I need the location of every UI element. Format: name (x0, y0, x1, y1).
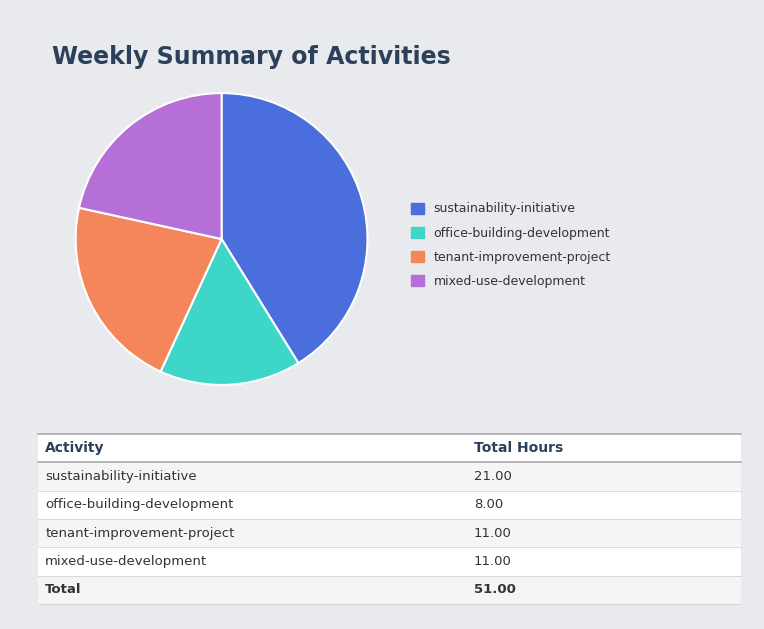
Wedge shape (79, 93, 222, 239)
Text: mixed-use-development: mixed-use-development (45, 555, 207, 568)
Text: 11.00: 11.00 (474, 526, 512, 540)
Bar (38, 462, 741, 491)
Text: Total: Total (45, 583, 82, 596)
Bar (38, 519, 741, 547)
Text: Total Hours: Total Hours (474, 441, 563, 455)
Legend: sustainability-initiative, office-building-development, tenant-improvement-proje: sustainability-initiative, office-buildi… (411, 203, 611, 288)
Text: Activity: Activity (45, 441, 105, 455)
Bar (38, 576, 741, 604)
Text: 11.00: 11.00 (474, 555, 512, 568)
Wedge shape (160, 239, 299, 385)
Bar (38, 491, 741, 519)
Text: 8.00: 8.00 (474, 498, 503, 511)
Text: tenant-improvement-project: tenant-improvement-project (45, 526, 235, 540)
Text: 51.00: 51.00 (474, 583, 516, 596)
Bar (38, 547, 741, 576)
Wedge shape (76, 208, 222, 372)
Bar (38, 434, 741, 462)
Text: sustainability-initiative: sustainability-initiative (45, 470, 197, 483)
Text: office-building-development: office-building-development (45, 498, 234, 511)
Text: Weekly Summary of Activities: Weekly Summary of Activities (52, 45, 451, 69)
Text: 21.00: 21.00 (474, 470, 512, 483)
Wedge shape (222, 93, 367, 363)
